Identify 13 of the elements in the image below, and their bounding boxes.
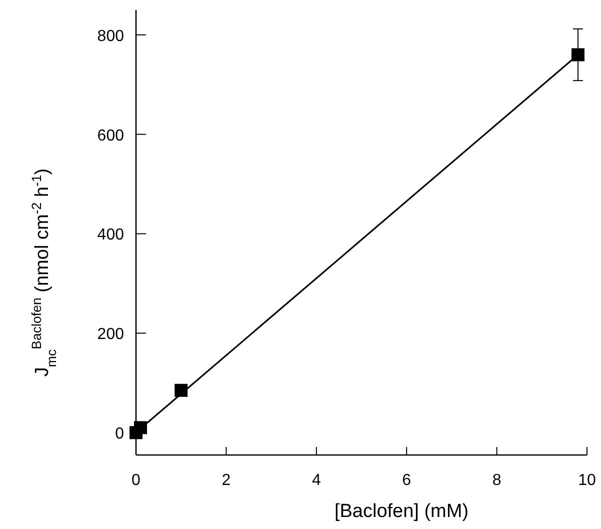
y-tick-label: 600 [97, 127, 124, 144]
y-tick-label: 400 [97, 226, 124, 244]
x-tick-label: 4 [312, 472, 321, 489]
point [571, 48, 584, 62]
y-tick-label: 800 [97, 28, 124, 45]
x-tick-label: 2 [222, 472, 231, 489]
x-tick-label: 8 [492, 472, 502, 489]
y-tick-label: 200 [97, 326, 124, 344]
x-tick-label: 0 [132, 472, 141, 489]
x-axis-title: [Baclofen] (mM) [334, 501, 469, 522]
y-tick-label: 0 [115, 426, 124, 443]
x-tick-label: 6 [402, 472, 412, 489]
x-tick-label: 10 [578, 472, 596, 489]
